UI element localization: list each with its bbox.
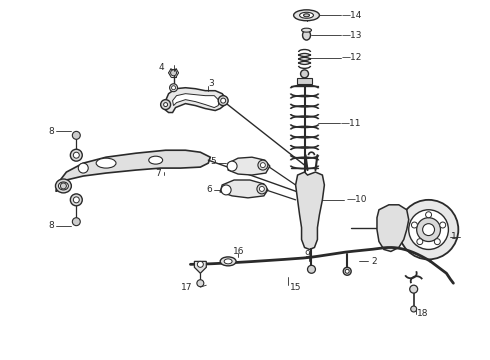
Polygon shape [296,78,313,84]
Text: 4: 4 [159,63,165,72]
Circle shape [71,149,82,161]
Ellipse shape [149,156,163,164]
Ellipse shape [220,257,236,266]
Polygon shape [56,150,210,192]
Text: —12: —12 [341,53,362,62]
Text: 6: 6 [206,185,212,194]
Polygon shape [172,94,219,108]
Text: 2: 2 [371,257,377,266]
Ellipse shape [96,158,116,168]
Circle shape [308,265,316,273]
Circle shape [259,186,264,192]
Circle shape [78,163,88,173]
Circle shape [410,285,417,293]
Circle shape [74,197,79,203]
Circle shape [411,306,416,312]
Circle shape [227,161,237,171]
Circle shape [412,222,417,228]
Circle shape [434,239,441,245]
Circle shape [440,222,446,228]
Text: —13: —13 [341,31,362,40]
Ellipse shape [55,179,72,193]
Ellipse shape [302,30,311,40]
Circle shape [220,98,226,103]
Circle shape [422,224,435,235]
Circle shape [409,210,448,249]
Polygon shape [228,157,270,175]
Circle shape [197,280,204,287]
Circle shape [73,131,80,139]
Circle shape [170,84,177,92]
Ellipse shape [58,182,69,190]
Circle shape [161,100,171,109]
Text: —14: —14 [341,11,362,20]
Ellipse shape [299,12,314,18]
Polygon shape [295,172,324,249]
Circle shape [417,239,423,245]
Circle shape [60,183,66,189]
Circle shape [74,152,79,158]
Circle shape [197,261,203,267]
Circle shape [260,163,266,168]
Circle shape [258,160,268,170]
Polygon shape [377,205,409,251]
Ellipse shape [301,28,312,32]
Text: 7: 7 [156,168,161,177]
Circle shape [73,218,80,226]
Text: 1: 1 [451,232,457,241]
Text: 15: 15 [290,283,301,292]
Polygon shape [164,88,226,113]
Text: 8: 8 [49,221,54,230]
Circle shape [164,103,168,107]
Circle shape [416,218,441,242]
Polygon shape [220,180,268,198]
Circle shape [221,185,231,195]
Polygon shape [195,261,206,273]
Text: 5: 5 [210,157,216,166]
Text: 18: 18 [416,310,428,319]
Circle shape [171,70,176,76]
Ellipse shape [303,14,310,17]
Text: 9: 9 [305,250,310,259]
Ellipse shape [224,259,232,264]
Circle shape [71,194,82,206]
Circle shape [300,70,309,78]
Circle shape [257,184,267,194]
Circle shape [172,86,175,90]
Text: —10: —10 [346,195,367,204]
Circle shape [218,96,228,105]
Text: 17: 17 [181,283,192,292]
Text: 3: 3 [208,79,214,88]
Ellipse shape [294,10,319,21]
Circle shape [399,200,458,260]
Circle shape [343,267,351,275]
Circle shape [345,269,349,273]
Circle shape [426,212,432,218]
Text: —11: —11 [340,119,361,128]
Text: 8: 8 [49,127,54,136]
Text: 16: 16 [233,247,245,256]
